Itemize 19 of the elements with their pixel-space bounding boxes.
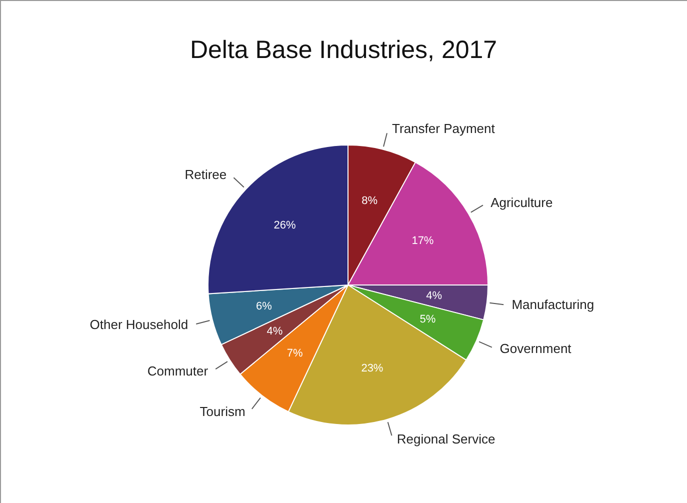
data-label: 5% [420,313,436,326]
data-label: 6% [256,300,272,313]
slice-label: Manufacturing [512,297,594,312]
slice-label: Regional Service [396,432,496,447]
data-label: 17% [412,234,434,247]
slice-label: Other Household [90,317,188,332]
chart-title: Delta Base Industries, 2017 [190,36,498,64]
slice-label: Commuter [147,363,209,378]
data-label: 4% [266,326,283,338]
data-label: 7% [286,348,303,360]
slice-label: Government [500,340,572,356]
data-label: 4% [426,290,442,302]
data-label: 23% [361,362,384,374]
data-label: 26% [274,220,296,232]
data-label: 8% [362,194,378,207]
slice-label: Retiree [184,166,227,182]
slice-label: Transfer Payment [392,121,496,136]
slice-label: Tourism [200,404,246,420]
slice-label: Agriculture [490,195,553,210]
